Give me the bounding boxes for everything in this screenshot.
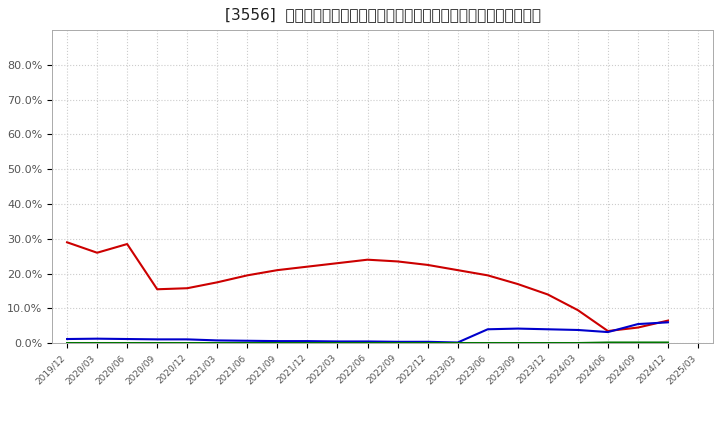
のれん [513, 326, 522, 331]
自己資本 [423, 262, 432, 268]
自己資本 [363, 257, 372, 262]
自己資本 [664, 318, 672, 323]
繰延税金資産 [454, 341, 462, 346]
繰延税金資産 [363, 341, 372, 346]
のれん [363, 339, 372, 344]
繰延税金資産 [63, 341, 71, 346]
自己資本 [93, 250, 102, 255]
のれん [273, 338, 282, 344]
Line: 繰延税金資産: 繰延税金資産 [67, 342, 668, 343]
繰延税金資産 [333, 341, 342, 346]
のれん [393, 339, 402, 345]
のれん [333, 339, 342, 344]
自己資本 [483, 273, 492, 278]
自己資本 [603, 328, 612, 334]
自己資本 [213, 280, 222, 285]
自己資本 [153, 286, 161, 292]
繰延税金資産 [574, 341, 582, 346]
自己資本 [303, 264, 312, 269]
繰延税金資産 [303, 341, 312, 346]
繰延税金資産 [243, 341, 252, 346]
のれん [303, 338, 312, 344]
Line: 自己資本: 自己資本 [67, 242, 668, 331]
繰延税金資産 [423, 341, 432, 346]
繰延税金資産 [93, 341, 102, 346]
繰延税金資産 [153, 341, 161, 346]
自己資本 [513, 282, 522, 287]
のれん [93, 336, 102, 341]
Title: [3556]  自己資本、のれん、繰延税金資産の総資産に対する比率の推移: [3556] 自己資本、のれん、繰延税金資産の総資産に対する比率の推移 [225, 7, 541, 22]
自己資本 [183, 286, 192, 291]
自己資本 [333, 260, 342, 266]
自己資本 [574, 308, 582, 313]
のれん [454, 340, 462, 345]
自己資本 [393, 259, 402, 264]
繰延税金資産 [183, 341, 192, 346]
のれん [213, 338, 222, 343]
自己資本 [634, 325, 642, 330]
繰延税金資産 [664, 340, 672, 345]
のれん [574, 327, 582, 333]
自己資本 [63, 240, 71, 245]
のれん [183, 337, 192, 342]
繰延税金資産 [123, 341, 132, 346]
のれん [664, 320, 672, 325]
のれん [153, 337, 161, 342]
繰延税金資産 [213, 341, 222, 346]
のれん [423, 339, 432, 345]
のれん [123, 337, 132, 342]
Line: のれん: のれん [67, 323, 668, 342]
のれん [63, 337, 71, 342]
繰延税金資産 [634, 340, 642, 345]
繰延税金資産 [273, 341, 282, 346]
自己資本 [273, 268, 282, 273]
繰延税金資産 [513, 341, 522, 346]
繰延税金資産 [483, 341, 492, 346]
のれん [483, 326, 492, 332]
繰延税金資産 [603, 340, 612, 345]
のれん [243, 338, 252, 343]
自己資本 [544, 292, 552, 297]
自己資本 [123, 242, 132, 247]
繰延税金資産 [393, 341, 402, 346]
自己資本 [243, 273, 252, 278]
のれん [634, 322, 642, 327]
繰延税金資産 [544, 341, 552, 346]
自己資本 [454, 268, 462, 273]
のれん [603, 330, 612, 335]
のれん [544, 326, 552, 332]
